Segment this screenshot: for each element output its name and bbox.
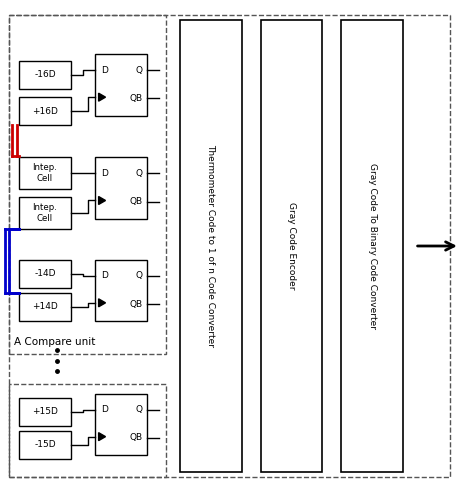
Text: Gray Code Encoder: Gray Code Encoder: [287, 202, 296, 290]
Text: -15D: -15D: [34, 440, 56, 449]
Text: D: D: [101, 169, 108, 178]
Bar: [341, 20, 403, 472]
Text: -14D: -14D: [34, 269, 56, 278]
Bar: [19, 430, 71, 459]
Bar: [180, 20, 242, 472]
Text: Q: Q: [135, 271, 142, 280]
Polygon shape: [99, 299, 106, 307]
Text: -16D: -16D: [34, 70, 56, 79]
Text: Intep.
Cell: Intep. Cell: [33, 163, 57, 184]
Polygon shape: [99, 432, 106, 441]
Text: QB: QB: [129, 94, 142, 103]
Text: +16D: +16D: [32, 107, 58, 116]
Text: +15D: +15D: [32, 407, 58, 416]
Bar: [95, 260, 147, 321]
Bar: [95, 394, 147, 455]
Polygon shape: [99, 93, 106, 101]
Text: Gray Code To Binary Code Converter: Gray Code To Binary Code Converter: [368, 163, 376, 329]
Text: Q: Q: [135, 405, 142, 414]
Text: D: D: [101, 405, 108, 414]
Bar: [19, 398, 71, 426]
Text: QB: QB: [129, 300, 142, 308]
Text: D: D: [101, 65, 108, 75]
Text: QB: QB: [129, 433, 142, 442]
Text: Thermometer Code to 1 of n Code Converter: Thermometer Code to 1 of n Code Converte…: [207, 145, 215, 347]
Bar: [19, 61, 71, 89]
Text: A Compare unit: A Compare unit: [14, 337, 96, 347]
Text: D: D: [101, 271, 108, 280]
Bar: [19, 293, 71, 321]
Polygon shape: [99, 196, 106, 205]
Bar: [261, 20, 322, 472]
Bar: [9, 15, 166, 354]
Bar: [19, 157, 71, 189]
Text: +14D: +14D: [32, 302, 58, 311]
Text: Q: Q: [135, 169, 142, 178]
Bar: [9, 384, 166, 477]
Text: Q: Q: [135, 65, 142, 75]
Text: Intep.
Cell: Intep. Cell: [33, 203, 57, 223]
Bar: [19, 260, 71, 288]
Bar: [95, 54, 147, 116]
Bar: [19, 197, 71, 229]
Bar: [95, 157, 147, 219]
Bar: [19, 97, 71, 125]
Text: QB: QB: [129, 197, 142, 206]
